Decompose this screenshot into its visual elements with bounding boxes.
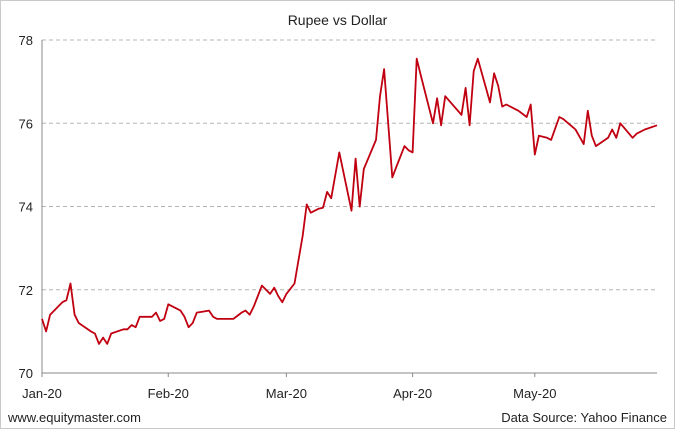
x-tick-label: Feb-20 (148, 386, 189, 401)
x-tick-label: May-20 (513, 386, 556, 401)
series-lines (41, 57, 658, 345)
y-tick-labels: 70 72 74 76 78 (19, 33, 33, 381)
y-tick-label: 72 (19, 283, 33, 298)
y-tick-label: 78 (19, 33, 33, 48)
y-tick-label: 74 (19, 200, 33, 215)
x-tick-label: Mar-20 (266, 386, 307, 401)
chart-title: Rupee vs Dollar (287, 12, 388, 28)
data-source-label: Data Source: Yahoo Finance (501, 410, 667, 425)
x-tick-label: Jan-20 (22, 386, 62, 401)
y-tick-label: 76 (19, 116, 33, 131)
x-tick-label: Apr-20 (393, 386, 432, 401)
series-line-0 (41, 57, 658, 345)
website-label: www.equitymaster.com (8, 410, 141, 425)
gridlines (42, 39, 657, 291)
x-tick-labels: Jan-20 Feb-20 Mar-20 Apr-20 May-20 (22, 386, 556, 401)
y-tick-label: 70 (19, 366, 33, 381)
axes (41, 40, 657, 377)
